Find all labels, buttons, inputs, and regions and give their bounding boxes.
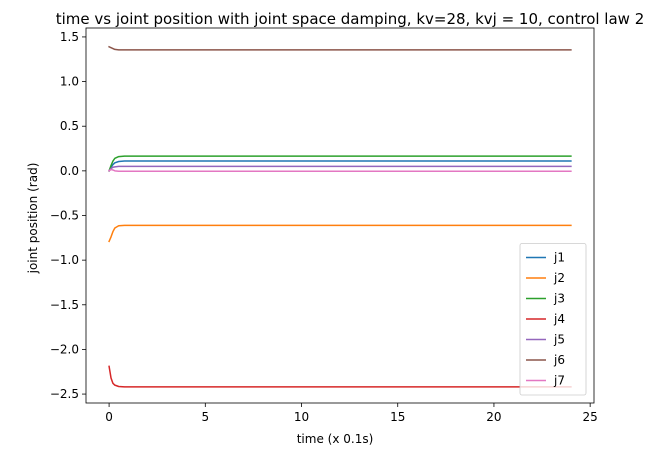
series-line-j1 (108, 160, 572, 172)
series-line-j6 (108, 45, 572, 51)
series-line-j5 (108, 165, 572, 172)
legend-label-j4: j4 (553, 312, 565, 326)
y-tick-label: 1.5 (60, 30, 79, 44)
plot-area: 0 5 10 15 20 25 −2.5 −2.0 −1.5 −1.0 −0.5 0.0 0.5 1.0 1… (50, 27, 598, 424)
series-line-j2 (108, 224, 572, 243)
y-tick-label: −2.5 (50, 387, 79, 401)
x-tick-label: 5 (201, 410, 209, 424)
y-tick-label: 0.0 (60, 164, 79, 178)
legend-label-j6: j6 (553, 353, 565, 367)
y-tick-label: −1.0 (50, 253, 79, 267)
chart-title: time vs joint position with joint space … (56, 10, 645, 28)
legend: j1 j2 j3 j4 j5 j6 j7 (519, 243, 587, 396)
legend-label-j5: j5 (553, 333, 565, 347)
x-tick-label: 0 (105, 410, 113, 424)
legend-label-j2: j2 (553, 271, 565, 285)
plot-frame (85, 27, 595, 404)
y-tick-label: 1.0 (60, 75, 79, 89)
series-line-j4 (108, 365, 572, 388)
legend-label-j3: j3 (553, 292, 565, 306)
x-axis-label: time (x 0.1s) (297, 432, 374, 446)
x-tick-label: 20 (486, 410, 501, 424)
x-tick-label: 10 (294, 410, 309, 424)
legend-label-j1: j1 (553, 251, 565, 265)
y-axis-label: joint position (rad) (26, 163, 40, 275)
x-tick-label: 15 (390, 410, 405, 424)
y-tick-label: −0.5 (50, 209, 79, 223)
y-tick-label: −2.0 (50, 342, 79, 356)
legend-box (519, 243, 587, 396)
y-tick-label: −1.5 (50, 298, 79, 312)
x-tick-label: 25 (583, 410, 598, 424)
legend-label-j7: j7 (553, 374, 565, 388)
series-line-j3 (108, 155, 572, 172)
series-line-j7 (108, 168, 572, 173)
y-tick-label: 0.5 (60, 119, 79, 133)
